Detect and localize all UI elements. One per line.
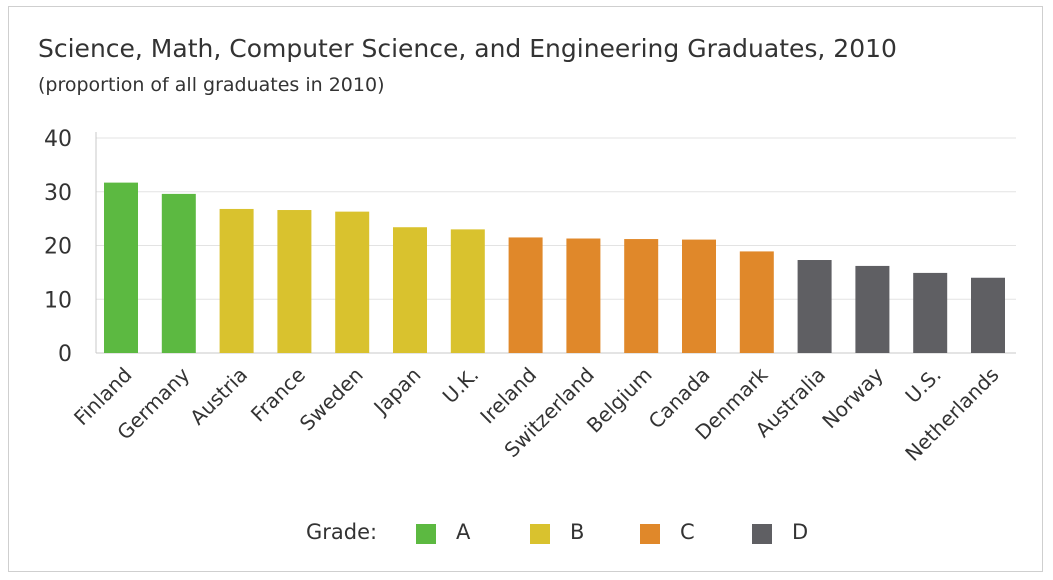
bar (566, 238, 601, 353)
legend-label-d: D (792, 520, 809, 544)
legend-swatch-b (530, 524, 550, 544)
bar (161, 193, 196, 353)
bar (913, 272, 948, 353)
bar (682, 239, 716, 353)
x-tick-label: Austria (185, 363, 252, 430)
legend-label-c: C (680, 520, 695, 544)
bar (624, 239, 659, 353)
bar (450, 229, 485, 353)
bar (104, 182, 138, 353)
y-tick-label: 30 (44, 181, 72, 206)
bar (971, 277, 1005, 353)
x-tick-label: Japan (368, 363, 426, 421)
legend-swatch-d (752, 524, 772, 544)
legend-swatch-a (416, 524, 436, 544)
chart-title: Science, Math, Computer Science, and Eng… (38, 34, 897, 63)
legend-label-b: B (570, 520, 585, 544)
bar (277, 210, 312, 353)
x-tick-label: U.S. (900, 363, 945, 408)
bar (335, 211, 370, 353)
bar (219, 208, 254, 353)
x-tick-label: Norway (817, 362, 888, 433)
y-tick-label: 10 (44, 288, 72, 313)
legend: Grade: A B C D (0, 520, 1053, 550)
chart-subtitle: (proportion of all graduates in 2010) (38, 74, 385, 96)
legend-swatch-c (640, 524, 660, 544)
bar (508, 237, 543, 353)
bar (797, 260, 832, 353)
x-tick-label: Sweden (295, 363, 368, 436)
bar-chart: 010203040FinlandGermanyAustriaFranceSwed… (44, 127, 1016, 466)
y-tick-label: 40 (44, 127, 72, 152)
bar (739, 251, 774, 353)
bar (393, 227, 427, 353)
bar (855, 265, 890, 353)
x-tick-label: U.K. (438, 363, 484, 409)
y-tick-label: 0 (58, 342, 72, 367)
y-tick-label: 20 (44, 235, 72, 260)
legend-title: Grade: (306, 520, 378, 544)
legend-label-a: A (456, 520, 471, 544)
